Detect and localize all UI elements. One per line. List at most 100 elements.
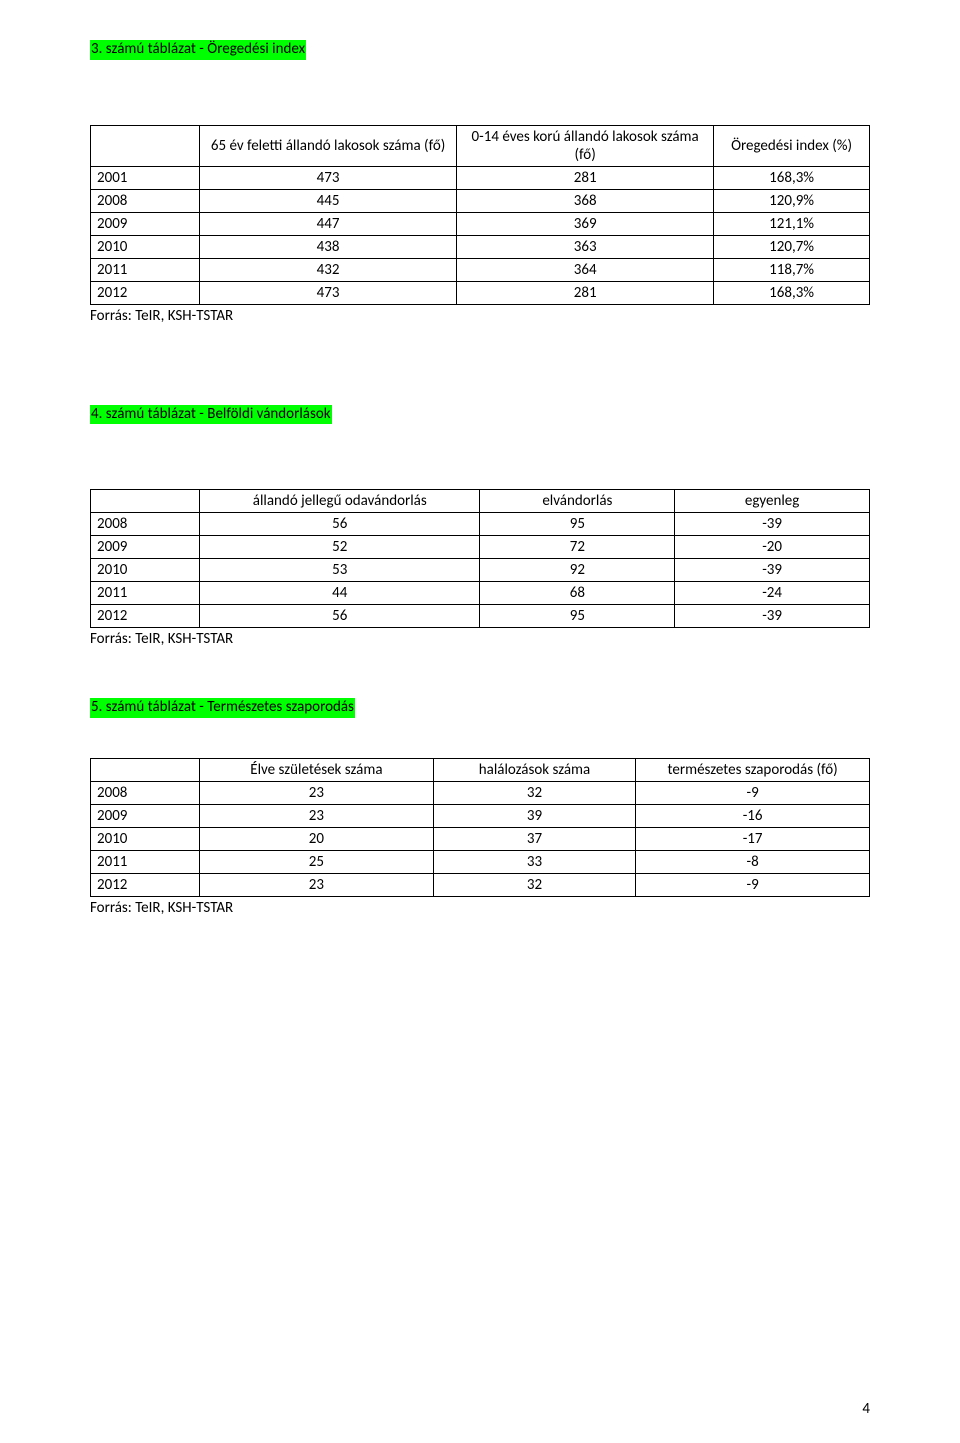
cell: 37: [433, 827, 636, 850]
table-row: 2012 56 95 -39: [91, 605, 870, 628]
cell: 23: [200, 873, 434, 896]
cell: 68: [480, 582, 675, 605]
cell: 120,9%: [714, 189, 870, 212]
cell: -39: [675, 559, 870, 582]
col-header: halálozások száma: [433, 758, 636, 781]
cell-year: 2009: [91, 804, 200, 827]
cell-year: 2009: [91, 212, 200, 235]
cell: 118,7%: [714, 258, 870, 281]
cell-year: 2008: [91, 781, 200, 804]
table-row: 2012 473 281 168,3%: [91, 281, 870, 304]
cell: 92: [480, 559, 675, 582]
col-header: 65 év feletti állandó lakosok száma (fő): [200, 125, 457, 166]
section4-title: 4. számú táblázat - Belföldi vándorlások: [90, 405, 332, 425]
cell-year: 2011: [91, 258, 200, 281]
cell: 438: [200, 235, 457, 258]
cell: 56: [200, 513, 480, 536]
col-header: [91, 490, 200, 513]
cell-year: 2008: [91, 513, 200, 536]
cell: 32: [433, 873, 636, 896]
col-header: [91, 758, 200, 781]
cell: 120,7%: [714, 235, 870, 258]
cell-year: 2010: [91, 235, 200, 258]
table-header-row: állandó jellegű odavándorlás elvándorlás…: [91, 490, 870, 513]
cell: -17: [636, 827, 870, 850]
cell: 363: [457, 235, 714, 258]
cell: 52: [200, 536, 480, 559]
cell-year: 2008: [91, 189, 200, 212]
cell: 53: [200, 559, 480, 582]
cell: -8: [636, 850, 870, 873]
cell: 95: [480, 513, 675, 536]
cell: 168,3%: [714, 166, 870, 189]
col-header: Öregedési index (%): [714, 125, 870, 166]
cell: 25: [200, 850, 434, 873]
section5-table: Élve születések száma halálozások száma …: [90, 758, 870, 897]
cell: 56: [200, 605, 480, 628]
cell: 32: [433, 781, 636, 804]
section5-title: 5. számú táblázat - Természetes szaporod…: [90, 698, 355, 718]
cell: 44: [200, 582, 480, 605]
cell: 95: [480, 605, 675, 628]
section5-title-wrap: 5. számú táblázat - Természetes szaporod…: [90, 698, 870, 718]
cell: -39: [675, 605, 870, 628]
col-header: Élve születések száma: [200, 758, 434, 781]
table-row: 2010 20 37 -17: [91, 827, 870, 850]
cell: 445: [200, 189, 457, 212]
section3-source: Forrás: TeIR, KSH-TSTAR: [90, 307, 870, 325]
cell: 447: [200, 212, 457, 235]
section4-source: Forrás: TeIR, KSH-TSTAR: [90, 630, 870, 648]
section4-table: állandó jellegű odavándorlás elvándorlás…: [90, 489, 870, 628]
cell: -20: [675, 536, 870, 559]
cell-year: 2012: [91, 281, 200, 304]
page-number: 4: [862, 1400, 870, 1418]
cell-year: 2010: [91, 827, 200, 850]
cell-year: 2009: [91, 536, 200, 559]
cell: 364: [457, 258, 714, 281]
cell: 23: [200, 781, 434, 804]
cell: -9: [636, 873, 870, 896]
cell-year: 2012: [91, 605, 200, 628]
cell: -24: [675, 582, 870, 605]
cell-year: 2011: [91, 850, 200, 873]
cell: 281: [457, 166, 714, 189]
section4-title-wrap: 4. számú táblázat - Belföldi vándorlások: [90, 405, 870, 425]
cell: 432: [200, 258, 457, 281]
cell: 33: [433, 850, 636, 873]
cell: 168,3%: [714, 281, 870, 304]
col-header: állandó jellegű odavándorlás: [200, 490, 480, 513]
table-row: 2001 473 281 168,3%: [91, 166, 870, 189]
cell: 369: [457, 212, 714, 235]
cell: 473: [200, 166, 457, 189]
col-header: 0-14 éves korú állandó lakosok száma (fő…: [457, 125, 714, 166]
cell: 473: [200, 281, 457, 304]
table-row: 2009 52 72 -20: [91, 536, 870, 559]
cell: 72: [480, 536, 675, 559]
section3-title-wrap: 3. számú táblázat - Öregedési index: [90, 40, 870, 60]
table-row: 2010 53 92 -39: [91, 559, 870, 582]
cell-year: 2011: [91, 582, 200, 605]
cell: 368: [457, 189, 714, 212]
col-header: elvándorlás: [480, 490, 675, 513]
col-header: [91, 125, 200, 166]
cell: 39: [433, 804, 636, 827]
cell: -9: [636, 781, 870, 804]
cell: 281: [457, 281, 714, 304]
section5-source: Forrás: TeIR, KSH-TSTAR: [90, 899, 870, 917]
table-row: 2009 23 39 -16: [91, 804, 870, 827]
cell: 121,1%: [714, 212, 870, 235]
cell-year: 2010: [91, 559, 200, 582]
table-row: 2011 44 68 -24: [91, 582, 870, 605]
cell: 20: [200, 827, 434, 850]
table-row: 2008 23 32 -9: [91, 781, 870, 804]
cell: -39: [675, 513, 870, 536]
section3-title: 3. számú táblázat - Öregedési index: [90, 40, 306, 60]
table-row: 2010 438 363 120,7%: [91, 235, 870, 258]
cell: -16: [636, 804, 870, 827]
section3-table: 65 év feletti állandó lakosok száma (fő)…: [90, 125, 870, 305]
cell-year: 2001: [91, 166, 200, 189]
col-header: természetes szaporodás (fő): [636, 758, 870, 781]
col-header: egyenleg: [675, 490, 870, 513]
cell-year: 2012: [91, 873, 200, 896]
table-row: 2008 445 368 120,9%: [91, 189, 870, 212]
